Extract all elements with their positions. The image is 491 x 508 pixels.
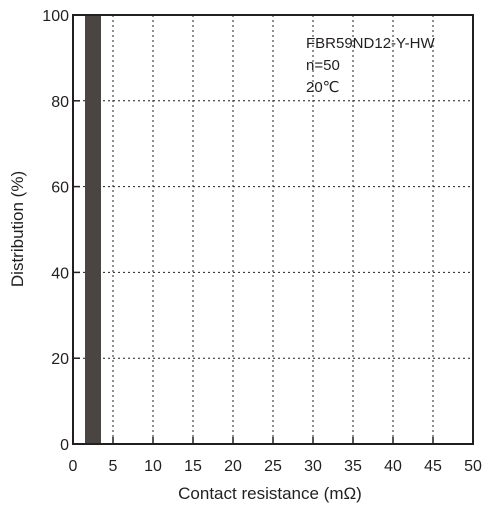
x-tick-label: 50 (464, 458, 482, 475)
x-tick-label: 15 (184, 458, 202, 475)
annotation-box: FBR59ND12-Y-HW n=50 20℃ (306, 35, 435, 96)
x-tick-label: 30 (304, 458, 322, 475)
grid-lines (73, 15, 473, 444)
x-tick-label: 45 (424, 458, 442, 475)
y-axis-title: Distribution (%) (8, 171, 27, 287)
annotation-model: FBR59ND12-Y-HW (306, 35, 435, 52)
x-tick-label: 5 (109, 458, 118, 475)
plot-frame (72, 14, 474, 445)
y-tick-label: 60 (51, 180, 69, 197)
x-tick-label: 0 (69, 458, 78, 475)
x-tick-label: 10 (144, 458, 162, 475)
y-tick-label: 100 (42, 8, 69, 25)
annotation-sample-count: n=50 (306, 57, 340, 74)
x-tick-label: 40 (384, 458, 402, 475)
histogram-bar (85, 15, 101, 444)
y-tick-label: 40 (51, 265, 69, 282)
x-axis-title: Contact resistance (mΩ) (178, 484, 362, 503)
x-tick-label: 35 (344, 458, 362, 475)
y-tick-label: 0 (60, 437, 69, 454)
y-axis-ticks: 0 20 40 60 80 100 (42, 8, 80, 454)
annotation-temperature: 20℃ (306, 79, 340, 96)
x-tick-label: 20 (224, 458, 242, 475)
y-tick-label: 80 (51, 94, 69, 111)
y-tick-label: 20 (51, 351, 69, 368)
x-tick-label: 25 (264, 458, 282, 475)
x-axis-ticks: 0 5 10 15 20 25 30 35 40 45 50 (69, 437, 482, 475)
histogram-bars (85, 15, 101, 444)
